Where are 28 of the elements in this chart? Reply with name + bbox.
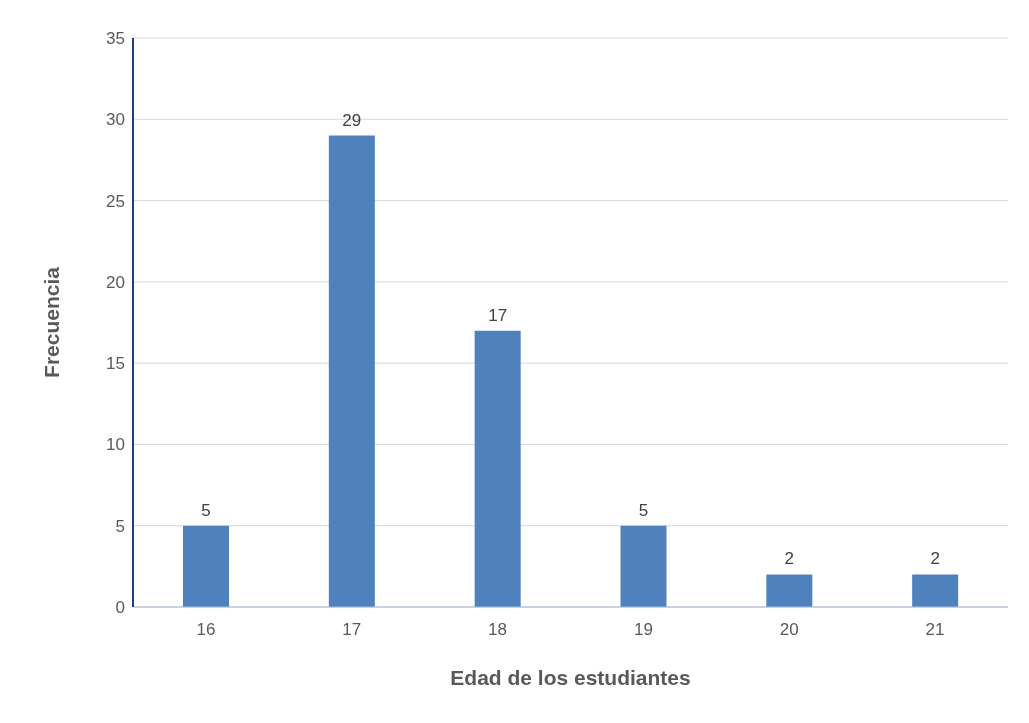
x-tick-label: 16: [196, 620, 216, 640]
y-tick-label: 5: [115, 516, 125, 536]
bar: [183, 525, 229, 607]
x-tick-label: 21: [925, 620, 945, 640]
y-tick-label: 0: [115, 598, 125, 618]
y-tick-label: 15: [106, 354, 125, 374]
y-tick-label: 25: [106, 191, 125, 211]
x-tick-label: 20: [779, 620, 799, 640]
bar: [328, 135, 375, 607]
x-axis-title: Edad de los estudiantes: [450, 666, 691, 689]
x-tick-label: 17: [342, 620, 362, 640]
bar: [912, 574, 959, 607]
x-tick-label: 18: [488, 620, 508, 640]
y-axis-title: Frecuencia: [40, 266, 64, 378]
x-tick-label: 19: [633, 620, 653, 640]
bar: [620, 525, 667, 607]
data-label: 2: [930, 549, 940, 569]
y-tick-label: 10: [106, 435, 125, 455]
data-label: 5: [638, 500, 649, 520]
data-label: 29: [342, 110, 362, 130]
y-tick-label: 35: [106, 29, 125, 49]
data-label: 5: [201, 500, 211, 520]
y-tick-label: 30: [106, 110, 125, 130]
y-tick-label: 20: [106, 272, 125, 292]
data-label: 17: [488, 305, 508, 325]
bar: [766, 574, 813, 607]
data-label: 2: [784, 549, 795, 569]
bar: [474, 330, 521, 607]
